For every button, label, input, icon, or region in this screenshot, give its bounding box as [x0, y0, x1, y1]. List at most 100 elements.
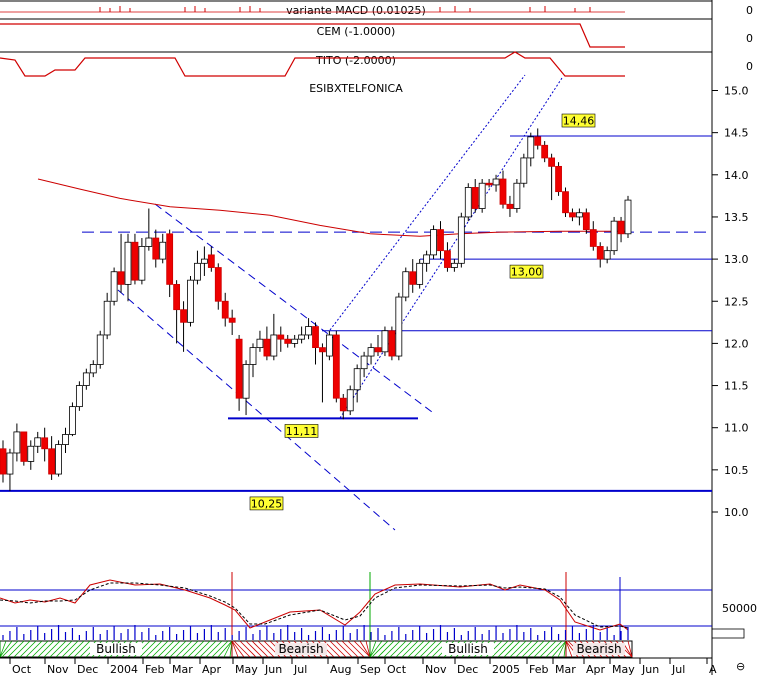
candle: [555, 162, 562, 196]
candle: [200, 246, 208, 276]
candle: [291, 334, 299, 348]
x-tick-label: Mar: [555, 663, 576, 675]
x-tick-label: May: [612, 663, 635, 675]
candle: [374, 334, 382, 357]
candle: [603, 246, 611, 264]
candle: [145, 208, 153, 251]
time-axis: Oct Nov Dec 2004 Feb Mar Apr May Jun Jul Aug Sep Oct…: [0, 657, 717, 675]
candle: [589, 221, 597, 251]
x-tick-label: Apr: [586, 663, 606, 675]
candle: [457, 212, 465, 268]
candle: [367, 343, 375, 365]
candle: [187, 275, 194, 327]
candle: [180, 301, 187, 352]
y-tick-label: 11.5: [724, 380, 749, 393]
tito-indicator-label: TITO (-2.0000): [315, 54, 396, 67]
y-tick-label: 14.0: [724, 169, 749, 182]
candle: [89, 360, 97, 378]
macd-axis-value: 0: [746, 4, 753, 17]
y-tick-label: 10.0: [724, 506, 749, 519]
candle: [617, 216, 625, 243]
candle: [152, 229, 160, 268]
price-axis: 15.0 14.5 14.0 13.5 13.0 12.5 12.0 11.5 11.0 10.5…: [712, 85, 749, 519]
candle: [82, 368, 90, 390]
candle: [228, 309, 236, 335]
candle: [194, 250, 201, 285]
candle: [325, 330, 333, 361]
candle: [166, 229, 174, 298]
candle: [492, 174, 500, 192]
candle: [263, 326, 271, 361]
candle: [117, 233, 125, 293]
candle: [214, 263, 222, 310]
candle: [270, 313, 278, 361]
candle: [332, 330, 340, 403]
candle: [610, 216, 618, 255]
level-label-box: [284, 424, 319, 438]
support-resistance-levels: [0, 135, 712, 492]
y-tick-label: 10.5: [724, 464, 749, 477]
candle: [173, 280, 181, 344]
candle: [520, 153, 528, 188]
candle: [256, 330, 264, 352]
candle: [242, 360, 250, 416]
oscillator-signal-line: [0, 582, 629, 629]
footer-icon: ⊖: [736, 660, 745, 673]
tito-axis-value: 0: [746, 60, 753, 73]
x-tick-label: Feb: [145, 663, 164, 675]
phase-label: Bearish: [576, 642, 621, 656]
candle: [582, 208, 590, 234]
phase-label: Bullish: [448, 642, 488, 656]
x-tick-label: Jun: [641, 663, 659, 675]
candle: [478, 179, 486, 213]
phase-segment: Bearish: [231, 640, 371, 658]
x-tick-label: May: [235, 663, 258, 675]
y-tick-label: 13.5: [724, 211, 749, 224]
candle: [360, 351, 368, 378]
candle: [235, 334, 243, 411]
x-tick-label: Feb: [529, 663, 548, 675]
trend-phase-bar: Bullish Bearish Bullish Bearish: [0, 640, 633, 658]
x-tick-label: 2005: [492, 663, 520, 675]
chart-title: ESIBXTELFONICA: [309, 82, 403, 95]
volume-bars: [2, 625, 629, 640]
x-tick-label: Aug: [330, 663, 351, 675]
candle: [353, 364, 361, 403]
candle: [305, 318, 312, 340]
candle: [485, 179, 493, 188]
candle: [48, 436, 56, 480]
level-label: 13,00: [511, 266, 543, 279]
macd-histogram: [99, 6, 591, 12]
candle: [0, 440, 7, 483]
candle: [437, 221, 444, 260]
candle: [207, 246, 215, 272]
x-tick-label: Sep: [360, 663, 381, 675]
x-tick-label: A: [709, 663, 717, 675]
candle: [339, 393, 347, 420]
level-label-box: [509, 264, 544, 279]
candle: [110, 267, 118, 306]
candle: [416, 259, 424, 289]
level-label: 14,46: [563, 115, 595, 128]
candle: [464, 183, 472, 222]
candle: [69, 402, 76, 437]
y-tick-label: 12.0: [724, 337, 749, 350]
candle: [562, 187, 569, 217]
candle: [409, 259, 417, 293]
candle: [103, 292, 111, 340]
candle: [402, 267, 410, 302]
candle: [75, 381, 83, 411]
candle: [159, 233, 167, 264]
level-labels: 14,46 13,00 11,11 10,25: [249, 113, 596, 510]
cem-line: [0, 23, 625, 48]
candle: [506, 195, 514, 217]
candle: [513, 179, 521, 213]
y-tick-label: 14.5: [724, 127, 749, 140]
candle: [548, 153, 556, 201]
candle: [131, 233, 139, 285]
x-tick-label: Nov: [425, 663, 447, 675]
candle: [62, 427, 69, 453]
level-label: 11,11: [286, 425, 318, 438]
x-tick-label: Nov: [47, 663, 69, 675]
phase-label: Bearish: [278, 642, 323, 656]
